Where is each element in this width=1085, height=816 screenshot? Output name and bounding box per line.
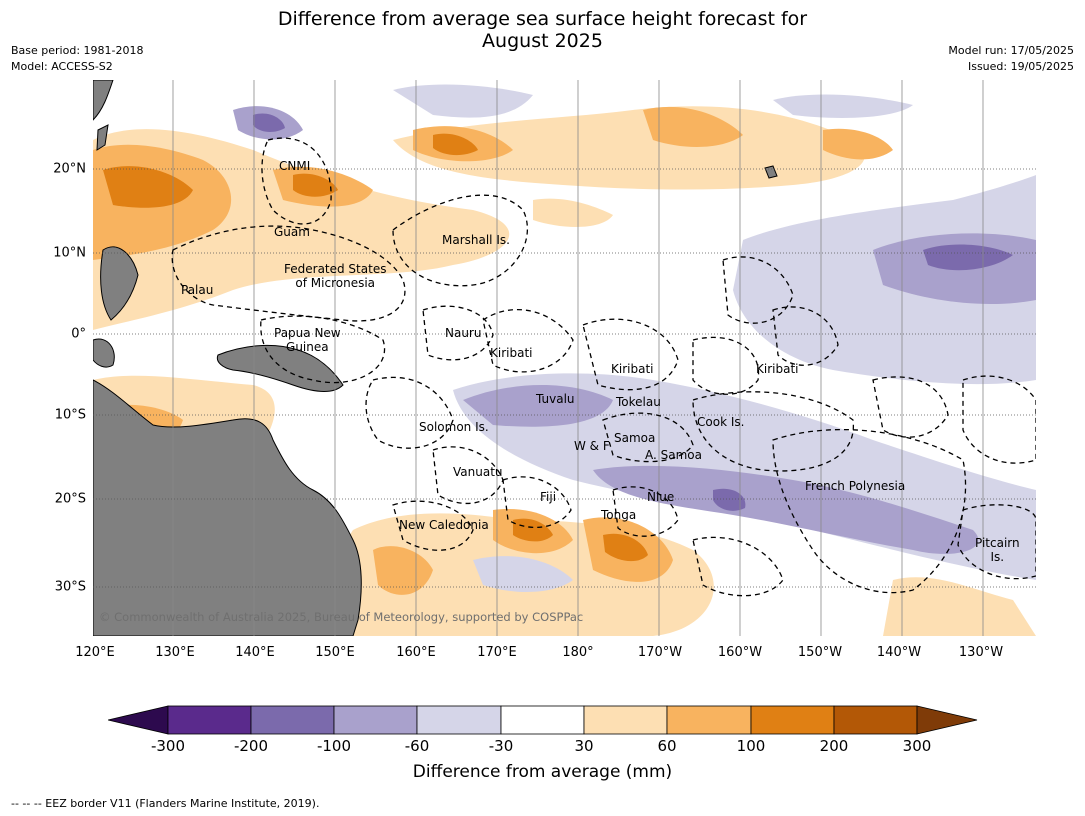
colorbar-tick: 30 <box>574 737 594 755</box>
label-marshall-islands: Marshall Is. <box>442 233 510 247</box>
lon-label: 160°W <box>717 645 763 660</box>
colorbar-segment <box>167 705 252 735</box>
label-nauru: Nauru <box>445 326 482 340</box>
australia-land <box>93 379 362 636</box>
land-masses <box>93 80 778 636</box>
lon-label: 140°W <box>876 645 922 660</box>
title-line-2: August 2025 <box>482 30 603 52</box>
colorbar-segment <box>833 705 918 735</box>
label-niue: Niue <box>647 490 675 504</box>
philippines-land <box>100 246 139 321</box>
colorbar-segment <box>750 705 835 735</box>
label-french-polynesia: French Polynesia <box>805 479 906 493</box>
lon-label: 140°E <box>235 645 275 660</box>
label-guam: Guam <box>274 225 310 239</box>
label-micronesia: Federated States of Micronesia <box>284 262 387 290</box>
label-solomon-islands: Solomon Is. <box>419 420 489 434</box>
colorbar-segment <box>333 705 418 735</box>
colorbar-tick: -60 <box>404 737 430 755</box>
base-period: Base period: 1981-2018 <box>11 44 144 57</box>
meta-right: Model run: 17/05/2025 Issued: 19/05/2025 <box>948 43 1074 75</box>
label-vanuatu: Vanuatu <box>453 465 503 479</box>
label-kiribati-central: Kiribati <box>611 362 654 376</box>
colorbar-segment <box>666 705 752 735</box>
label-wallis-futuna: W & F <box>574 439 610 453</box>
issued-date: Issued: 19/05/2025 <box>967 60 1074 73</box>
label-palau: Palau <box>181 283 214 297</box>
label-cook-islands: Cook Is. <box>697 415 745 429</box>
colorbar-tick: 200 <box>819 737 849 755</box>
label-samoa: Samoa <box>614 431 656 445</box>
lat-label: 10°S <box>54 407 86 423</box>
colorbar-tick: -200 <box>233 737 269 755</box>
colorbar-tick: -100 <box>316 737 352 755</box>
latitude-lines <box>93 168 1036 588</box>
colorbar-segment <box>416 705 502 735</box>
label-kiribati-east: Kiribati <box>756 362 799 376</box>
lon-label: 160°E <box>396 645 436 660</box>
colorbar-tick: 60 <box>657 737 677 755</box>
lon-label: 170°E <box>477 645 517 660</box>
taiwan-land <box>96 124 109 151</box>
lat-label: 20°S <box>54 491 86 507</box>
colorbar-segment <box>250 705 335 735</box>
label-american-samoa: A. Samoa <box>645 448 702 462</box>
lat-label: 30°S <box>54 579 86 595</box>
lon-label: 150°E <box>315 645 355 660</box>
model-run: Model run: 17/05/2025 <box>948 44 1074 57</box>
copyright-notice: © Commonwealth of Australia 2025, Bureau… <box>99 610 584 624</box>
label-papua-new-guinea: Papua New Guinea <box>274 326 341 354</box>
lat-label: 0° <box>71 326 86 342</box>
colorbar-tick: 300 <box>902 737 932 755</box>
asia-coast-land <box>93 80 114 121</box>
colorbar <box>108 705 978 735</box>
colorbar-title: Difference from average (mm) <box>412 762 673 782</box>
indonesia-land <box>93 338 115 368</box>
eez-borders <box>171 137 1036 597</box>
label-tuvalu: Tuvalu <box>536 392 575 406</box>
colorbar-tick: -30 <box>488 737 514 755</box>
colorbar-segment <box>916 705 978 735</box>
sea-height-map <box>93 80 1036 636</box>
label-kiribati-west: Kiribati <box>490 346 533 360</box>
model-name: Model: ACCESS-S2 <box>11 60 113 73</box>
title-line-1: Difference from average sea surface heig… <box>277 8 808 30</box>
colorbar-segment <box>583 705 668 735</box>
meta-left: Base period: 1981-2018 Model: ACCESS-S2 <box>11 43 143 75</box>
label-tonga: Tonga <box>601 508 637 522</box>
lon-label: 130°E <box>155 645 195 660</box>
lon-label: 130°W <box>958 645 1004 660</box>
lat-label: 10°N <box>53 245 86 261</box>
colorbar-tick: -300 <box>150 737 186 755</box>
label-fiji: Fiji <box>540 490 557 504</box>
label-pitcairn-islands: Pitcairn Is. <box>975 536 1020 564</box>
colorbar-segment <box>500 705 585 735</box>
gridlines <box>172 80 984 636</box>
lon-label: 150°W <box>797 645 843 660</box>
anomaly-100-200-fill <box>103 133 648 562</box>
lon-label: 180° <box>562 645 594 660</box>
colorbar-tick: 100 <box>736 737 766 755</box>
anomaly-minus200-minus100-fill <box>253 113 1013 511</box>
label-tokelau: Tokelau <box>616 395 661 409</box>
label-cnmi: CNMI <box>279 159 311 173</box>
map-canvas <box>93 80 1036 636</box>
colorbar-segment <box>108 705 169 735</box>
eez-legend: -- -- -- EEZ border V11 (Flanders Marine… <box>11 797 320 810</box>
lon-label: 120°E <box>75 645 115 660</box>
label-new-caledonia: New Caledonia <box>399 518 489 532</box>
lon-label: 170°W <box>637 645 683 660</box>
lat-label: 20°N <box>53 161 86 177</box>
chart-title: Difference from average sea surface heig… <box>0 8 1085 52</box>
